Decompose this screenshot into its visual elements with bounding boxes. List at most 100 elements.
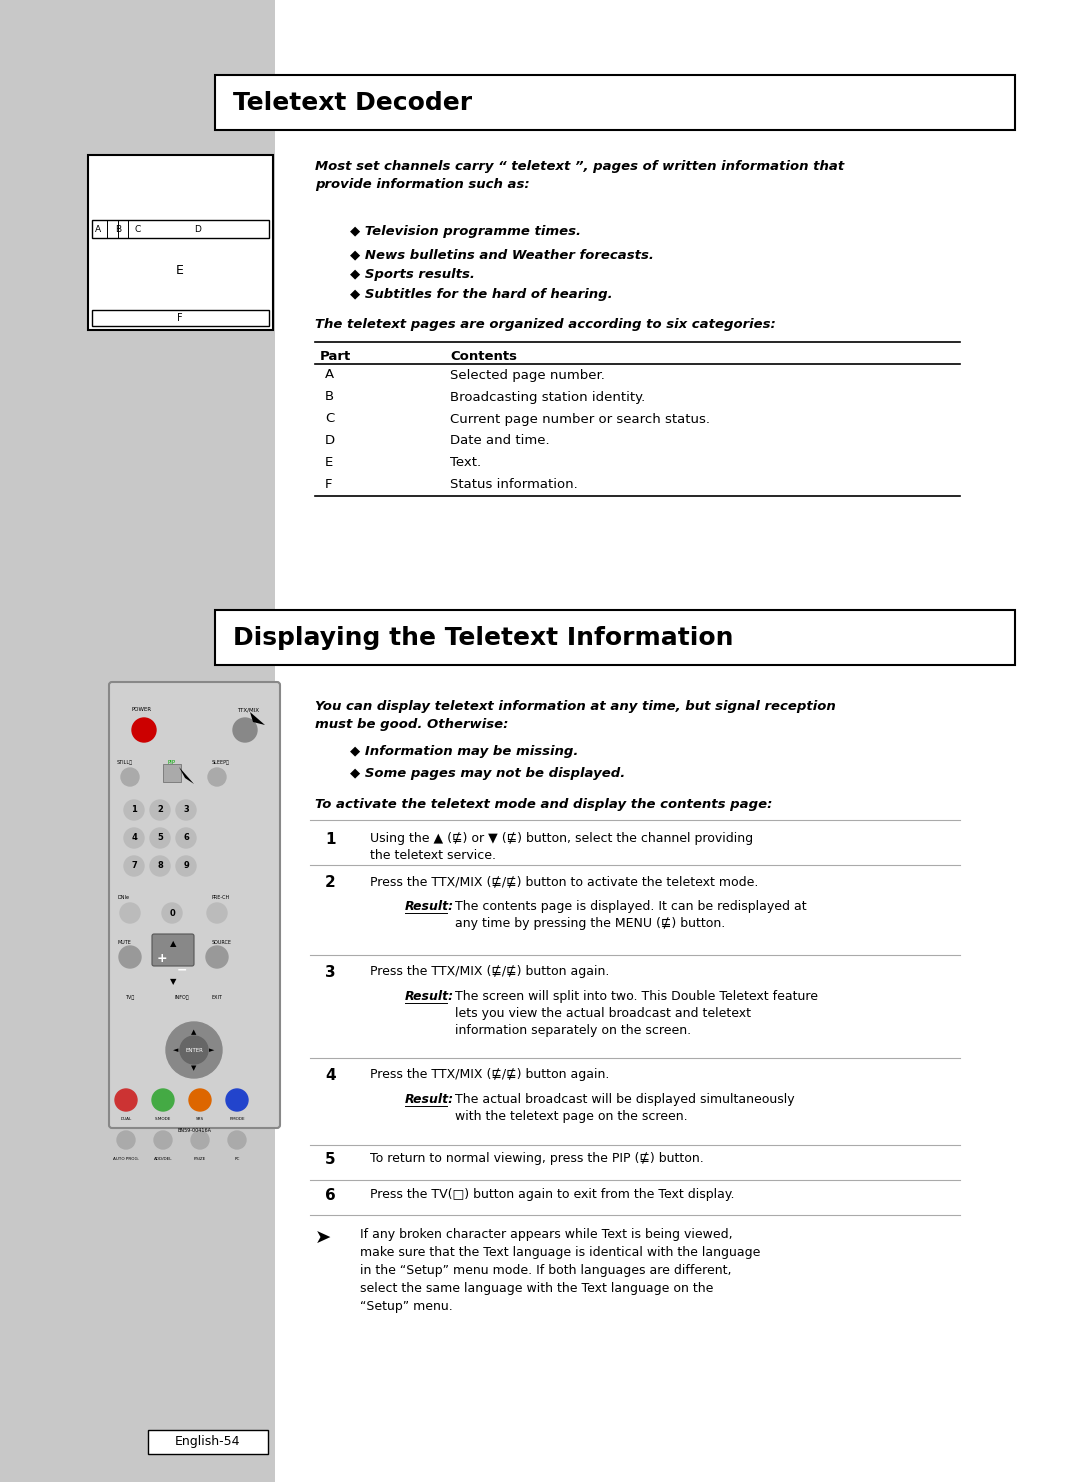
Circle shape — [132, 717, 156, 742]
FancyBboxPatch shape — [109, 682, 280, 1128]
Text: DNIe: DNIe — [117, 895, 129, 900]
Text: F: F — [177, 313, 183, 323]
Text: 4: 4 — [131, 833, 137, 842]
Text: E: E — [176, 264, 184, 277]
Text: You can display teletext information at any time, but signal reception
must be g: You can display teletext information at … — [315, 700, 836, 731]
Text: C: C — [325, 412, 334, 425]
Text: Teletext Decoder: Teletext Decoder — [233, 90, 472, 114]
Text: ◆ Subtitles for the hard of hearing.: ◆ Subtitles for the hard of hearing. — [350, 288, 612, 301]
Text: ►: ► — [210, 1046, 215, 1054]
Circle shape — [166, 1023, 222, 1077]
FancyBboxPatch shape — [163, 765, 181, 782]
Circle shape — [120, 903, 140, 923]
Text: ▲: ▲ — [191, 1029, 197, 1034]
Polygon shape — [0, 0, 275, 1482]
Text: 6: 6 — [184, 833, 189, 842]
Text: 0: 0 — [170, 908, 175, 917]
Text: A: A — [95, 224, 102, 234]
Text: POWER: POWER — [132, 707, 152, 711]
Polygon shape — [179, 768, 194, 784]
Text: The contents page is displayed. It can be redisplayed at
any time by pressing th: The contents page is displayed. It can b… — [455, 900, 807, 931]
Text: If any broken character appears while Text is being viewed,
make sure that the T: If any broken character appears while Te… — [360, 1229, 760, 1313]
Circle shape — [226, 1089, 248, 1112]
Circle shape — [162, 903, 183, 923]
Text: 3: 3 — [184, 806, 189, 815]
FancyBboxPatch shape — [215, 76, 1015, 130]
Circle shape — [233, 717, 257, 742]
Text: ◆ Some pages may not be displayed.: ◆ Some pages may not be displayed. — [350, 768, 625, 780]
Text: PRE-CH: PRE-CH — [212, 895, 230, 900]
Text: ➤: ➤ — [315, 1229, 332, 1248]
Text: ◆ Television programme times.: ◆ Television programme times. — [350, 225, 581, 239]
Text: Result:: Result: — [405, 990, 454, 1003]
Text: 2: 2 — [157, 806, 163, 815]
Text: BN59-00416A: BN59-00416A — [177, 1128, 211, 1134]
Text: ◄: ◄ — [173, 1046, 178, 1054]
Text: STILLⓈ: STILLⓈ — [117, 760, 133, 765]
Text: Press the TTX/MIX (⋢/⋢) button again.: Press the TTX/MIX (⋢/⋢) button again. — [370, 1069, 609, 1080]
Text: 5: 5 — [325, 1152, 336, 1166]
Text: B: B — [325, 390, 334, 403]
Text: D: D — [325, 434, 335, 448]
FancyBboxPatch shape — [148, 1430, 268, 1454]
Text: Status information.: Status information. — [450, 479, 578, 492]
Text: Part: Part — [320, 350, 351, 363]
Circle shape — [150, 828, 170, 848]
Text: 5: 5 — [157, 833, 163, 842]
Circle shape — [114, 1089, 137, 1112]
Text: PIP: PIP — [167, 760, 175, 765]
Circle shape — [119, 946, 141, 968]
Text: B: B — [114, 224, 121, 234]
Text: E: E — [325, 456, 334, 470]
Text: Contents: Contents — [450, 350, 517, 363]
Text: SRS: SRS — [195, 1117, 204, 1120]
Text: MUTE: MUTE — [117, 940, 131, 946]
FancyBboxPatch shape — [215, 611, 1015, 665]
Text: P.SIZE: P.SIZE — [194, 1157, 206, 1160]
Text: The teletext pages are organized according to six categories:: The teletext pages are organized accordi… — [315, 319, 775, 330]
Circle shape — [176, 828, 195, 848]
Text: 6: 6 — [325, 1189, 336, 1203]
Text: ▼: ▼ — [170, 978, 176, 987]
Text: Displaying the Teletext Information: Displaying the Teletext Information — [233, 625, 733, 649]
Text: S.MODE: S.MODE — [154, 1117, 172, 1120]
Circle shape — [124, 828, 144, 848]
Text: 4: 4 — [325, 1069, 336, 1083]
Circle shape — [228, 1131, 246, 1149]
Text: A: A — [325, 369, 334, 381]
Circle shape — [191, 1131, 210, 1149]
Text: INFOⓂ: INFOⓂ — [175, 994, 189, 1000]
Text: Press the TTX/MIX (⋢/⋢) button to activate the teletext mode.: Press the TTX/MIX (⋢/⋢) button to activa… — [370, 874, 758, 888]
Text: Selected page number.: Selected page number. — [450, 369, 605, 381]
Text: 2: 2 — [325, 874, 336, 891]
Text: TVⓂ: TVⓂ — [125, 994, 135, 1000]
Text: PC: PC — [234, 1157, 240, 1160]
Text: Text.: Text. — [450, 456, 481, 470]
Circle shape — [150, 857, 170, 876]
Text: English-54: English-54 — [175, 1436, 241, 1448]
Text: ENTER: ENTER — [185, 1048, 203, 1052]
Circle shape — [208, 768, 226, 785]
Text: SOURCE: SOURCE — [212, 940, 232, 946]
Polygon shape — [249, 711, 265, 725]
Text: ◆ Sports results.: ◆ Sports results. — [350, 268, 475, 282]
Text: 1: 1 — [325, 831, 336, 848]
Text: The actual broadcast will be displayed simultaneously
with the teletext page on : The actual broadcast will be displayed s… — [455, 1094, 795, 1123]
FancyBboxPatch shape — [92, 310, 269, 326]
Circle shape — [124, 800, 144, 820]
Text: Press the TTX/MIX (⋢/⋢) button again.: Press the TTX/MIX (⋢/⋢) button again. — [370, 965, 609, 978]
Text: F: F — [325, 479, 333, 492]
Text: Date and time.: Date and time. — [450, 434, 550, 448]
Text: Result:: Result: — [405, 1094, 454, 1106]
Text: 1: 1 — [131, 806, 137, 815]
Text: ◆ Information may be missing.: ◆ Information may be missing. — [350, 745, 579, 757]
Text: ▲: ▲ — [170, 940, 176, 948]
Circle shape — [180, 1036, 208, 1064]
Circle shape — [189, 1089, 211, 1112]
Text: Most set channels carry “ teletext ”, pages of written information that
provide : Most set channels carry “ teletext ”, pa… — [315, 160, 845, 191]
Circle shape — [152, 1089, 174, 1112]
Text: 7: 7 — [131, 861, 137, 870]
FancyBboxPatch shape — [92, 219, 269, 239]
Text: +: + — [157, 953, 167, 965]
Circle shape — [154, 1131, 172, 1149]
